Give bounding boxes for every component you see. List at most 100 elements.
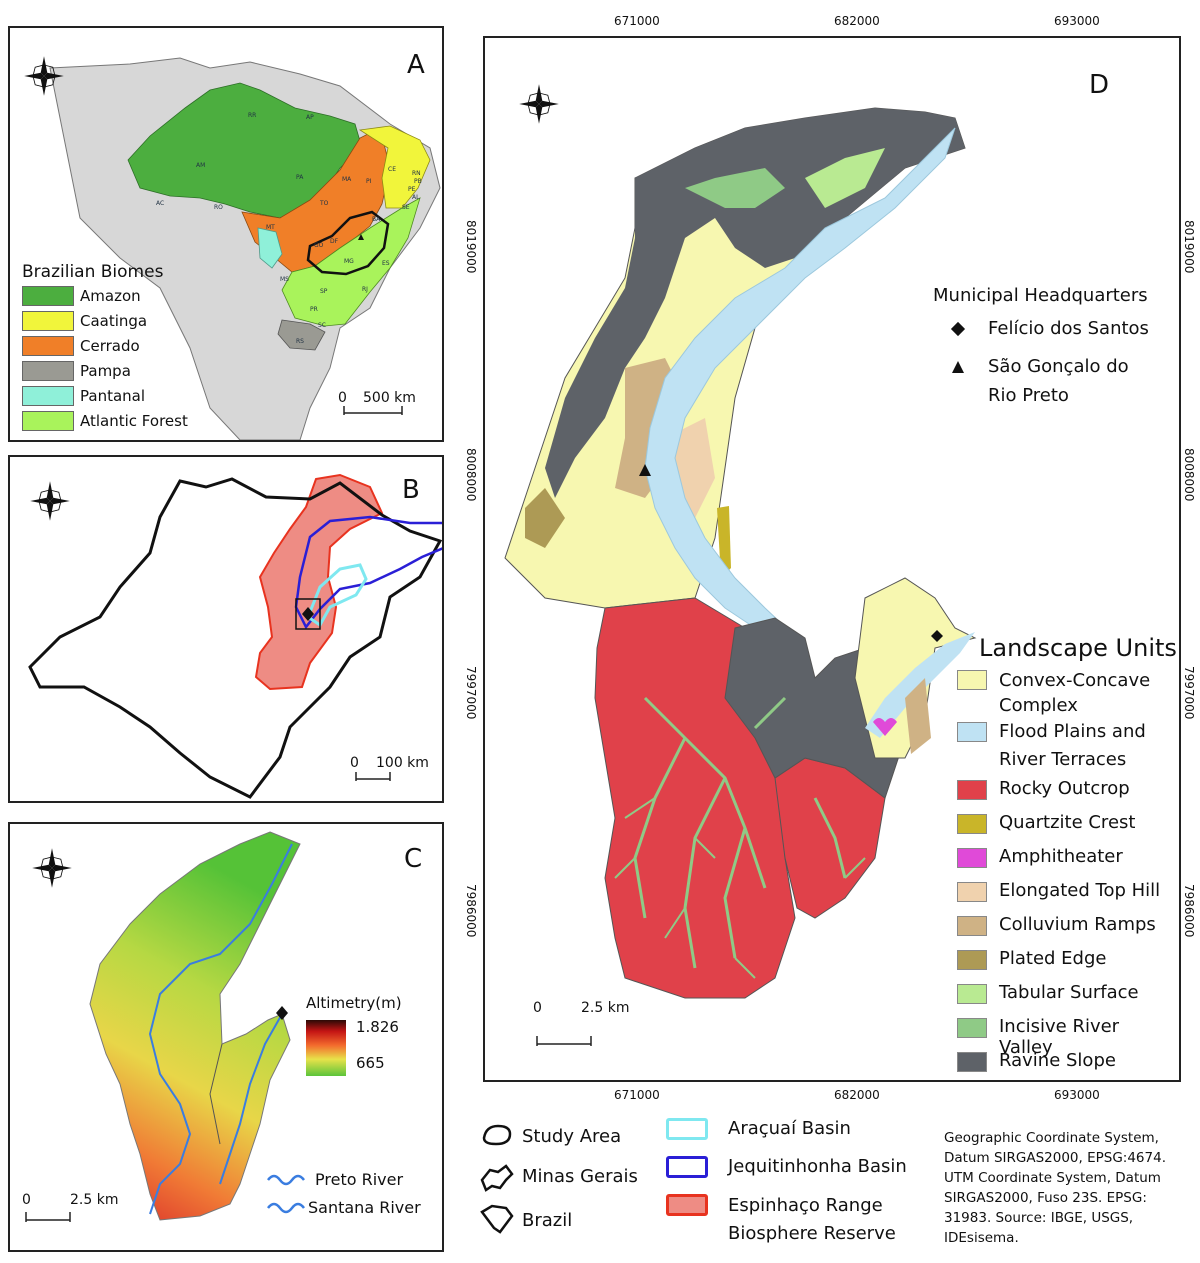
incisive-valley-lines (633, 696, 847, 969)
scale-zero: 0 (350, 755, 359, 771)
state-label: PB (414, 178, 422, 185)
state-label: MS (280, 276, 289, 283)
altimetry-legend-title: Altimetry(m) (306, 994, 402, 1012)
state-label: RR (248, 112, 257, 119)
pampa-biome (277, 319, 326, 351)
state-label: MG (344, 258, 354, 265)
legend-swatch (22, 311, 74, 331)
minas-gerais-outline-small (306, 210, 390, 276)
legend-label: Amphitheater (999, 846, 1123, 867)
coordinate-tick-right: 8008000 (1182, 448, 1196, 502)
legend-swatch (22, 411, 74, 431)
coordinate-tick-top: 671000 (614, 14, 660, 28)
legend-swatch (957, 670, 987, 690)
hq-legend-title: Municipal Headquarters (933, 285, 1148, 306)
legend-label: Tabular Surface (999, 982, 1139, 1003)
legend-swatch (957, 814, 987, 834)
basin-legend-label: Espinhaço Range Biosphere Reserve (728, 1195, 896, 1244)
scale-label: 2.5 km (581, 1000, 630, 1016)
state-label: SC (318, 322, 326, 329)
legend-label: Convex-Concave Complex (999, 670, 1151, 716)
legend-swatch (957, 1052, 987, 1072)
coordinate-tick-left: 7986000 (464, 884, 478, 938)
state-label: RJ (362, 286, 368, 293)
panel-b-minas-gerais-map: B 0 100 km (8, 455, 444, 803)
legend-swatch (22, 286, 74, 306)
legend-label: Rocky Outcrop (999, 778, 1130, 799)
outline-legend-label: Brazil (522, 1210, 573, 1231)
coordinate-tick-bottom: 693000 (1054, 1088, 1100, 1102)
coordinate-tick-right: 7997000 (1182, 666, 1196, 720)
preto-river-symbol (267, 1174, 305, 1186)
state-label: RO (214, 204, 223, 211)
basin-swatch (666, 1156, 708, 1178)
state-label: DF (330, 238, 339, 245)
state-label: TO (320, 200, 329, 207)
jequitinhonha-basin-outline (294, 515, 442, 630)
dem-map (25, 831, 346, 1222)
state-label: PR (310, 306, 318, 313)
altimetry-max-label: 1.826 (356, 1018, 399, 1036)
state-label: RS (296, 338, 304, 345)
basin-swatch (666, 1194, 708, 1216)
dem-surface (89, 831, 301, 1221)
panel-letter: B (402, 475, 420, 505)
panel-c-altimetry-map: C Altimetry(m) 1.826 665 Preto River San… (8, 822, 444, 1252)
source-note: Geographic Coordinate System, Datum SIRG… (944, 1130, 1166, 1246)
coordinate-tick-bottom: 682000 (834, 1088, 880, 1102)
unit-colluvium-east (905, 678, 931, 754)
state-label: BA (372, 216, 381, 223)
preto-river-line (148, 843, 293, 1215)
caatinga-biome (358, 125, 431, 209)
state-label: PA (296, 174, 304, 181)
scale-label: 2.5 km (70, 1192, 119, 1208)
landscape-legend-title: Landscape Units (979, 634, 1177, 662)
unit-tabular-area (805, 148, 885, 208)
south-america-map (49, 57, 441, 440)
unit-incisive-valley-area (685, 168, 785, 208)
scale-zero: 0 (22, 1192, 31, 1208)
unit-ravine-slope-area (545, 108, 965, 498)
biome-legend: Amazon Caatinga Cerrado Pampa Pantanal A… (22, 286, 222, 436)
coordinate-tick-left: 7997000 (464, 666, 478, 720)
state-label: SP (320, 288, 328, 295)
legend-swatch (957, 722, 987, 742)
state-label: AP (306, 114, 314, 121)
state-label: CE (388, 166, 396, 173)
incisive-valley-tributaries (614, 797, 866, 979)
biome-legend-title: Brazilian Biomes (22, 262, 164, 282)
state-label: MT (266, 224, 275, 231)
panel-d-landscape-units-map: D Municipal Headquarters Felício dos San… (483, 36, 1181, 1082)
state-label: AC (156, 200, 165, 207)
north-arrow-icon (517, 82, 561, 126)
basin-legend-label: Araçuaí Basin (728, 1118, 851, 1139)
altimetry-min-label: 665 (356, 1054, 385, 1072)
study-area-box (295, 598, 321, 630)
panel-letter: D (1089, 70, 1110, 100)
legend-label: Amazon (80, 287, 141, 305)
aracuai-basin-outline (306, 563, 368, 628)
coordinate-tick-right: 8019000 (1182, 220, 1196, 274)
river-legend-label: Preto River (315, 1170, 404, 1189)
legend-swatch (22, 386, 74, 406)
pantanal-biome (257, 227, 283, 269)
outline-legend-label: Study Area (522, 1126, 622, 1147)
bottom-legend: Study Area Minas Gerais Brazil Araçuaí B… (470, 1108, 1195, 1258)
coordinate-tick-left: 8019000 (464, 220, 478, 274)
state-label: AM (196, 162, 206, 169)
study-area-marker (276, 1006, 288, 1020)
basin-swatch (666, 1118, 708, 1140)
study-area-marker (302, 607, 314, 621)
legend-swatch (22, 361, 74, 381)
legend-label: Pampa (80, 362, 131, 380)
legend-label: Flood Plains and River Terraces (999, 721, 1146, 770)
hq-triangle-icon (952, 361, 964, 373)
state-label: ES (382, 260, 390, 267)
panel-letter: C (404, 844, 423, 874)
legend-label: Elongated Top Hill (999, 880, 1161, 901)
state-label: PE (408, 186, 416, 193)
state-label-group: RR AP AM PA MA CE RN PB PE AL SE PI AC R… (10, 28, 442, 440)
santana-river-symbol (267, 1202, 305, 1214)
scale-zero: 0 (338, 390, 347, 406)
legend-label: Plated Edge (999, 948, 1107, 969)
